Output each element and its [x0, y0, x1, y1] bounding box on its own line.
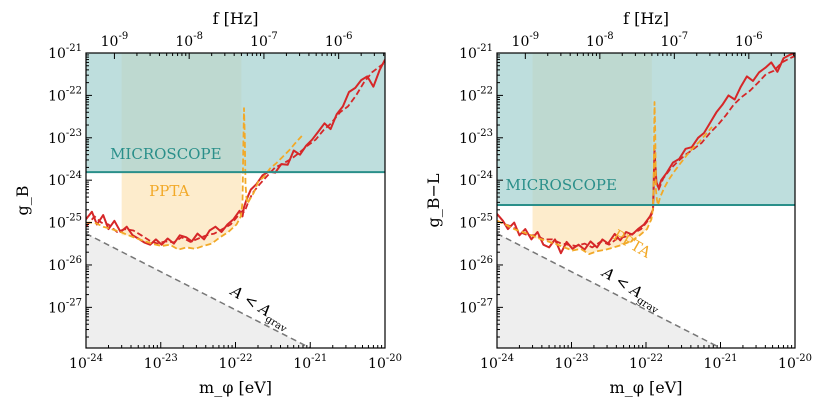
top-tick-label: 10-9 [101, 31, 129, 50]
x-axis-label: m_φ [eV] [610, 378, 683, 397]
y-tick-label: 10-21 [459, 43, 493, 62]
y-tick-label: 10-25 [48, 213, 82, 232]
x-tick-label: 10-24 [480, 353, 514, 372]
x-tick-label: 10-22 [629, 353, 663, 372]
y-tick-label: 10-21 [48, 43, 82, 62]
microscope-region [86, 53, 385, 173]
y-tick-label: 10-25 [459, 213, 493, 232]
agrav-boundary-line [86, 232, 311, 348]
y-tick-label: 10-22 [459, 85, 493, 104]
x-axis-label: m_φ [eV] [199, 378, 272, 397]
top-tick-label: 10-7 [661, 31, 689, 50]
y-tick-label: 10-23 [459, 128, 493, 147]
x-tick-label: 10-24 [69, 353, 103, 372]
x-tick-label: 10-22 [219, 353, 253, 372]
y-tick-label: 10-27 [459, 297, 493, 316]
y-axis-label: g_B−L [424, 173, 443, 227]
agrav-boundary-line [497, 232, 721, 348]
top-tick-label: 10-6 [735, 31, 763, 50]
y-axis-label: g_B [13, 186, 32, 216]
x-tick-label: 10-20 [368, 353, 402, 372]
microscope-label: MICROSCOPE [505, 176, 616, 194]
top-tick-label: 10-8 [586, 31, 614, 50]
plot-area [497, 53, 795, 348]
y-tick-label: 10-26 [459, 255, 493, 274]
y-tick-label: 10-22 [48, 85, 82, 104]
top-axis-label: f [Hz] [213, 9, 259, 28]
y-tick-label: 10-24 [459, 170, 493, 189]
microscope-label: MICROSCOPE [110, 145, 221, 163]
y-tick-label: 10-24 [48, 170, 82, 189]
ppta-label: PPTA [149, 182, 189, 200]
top-tick-label: 10-9 [512, 31, 540, 50]
series-ppta-line [497, 101, 713, 255]
top-tick-label: 10-8 [175, 31, 203, 50]
series-ppta-line [86, 107, 303, 251]
x-tick-label: 10-23 [144, 353, 178, 372]
series-dashed-line [86, 61, 385, 245]
y-tick-label: 10-27 [48, 297, 82, 316]
y-tick-label: 10-26 [48, 255, 82, 274]
top-tick-label: 10-6 [325, 31, 353, 50]
top-axis-label: f [Hz] [623, 9, 669, 28]
series-dashed-line [497, 55, 795, 249]
plot-area [86, 53, 385, 348]
x-tick-label: 10-21 [704, 353, 738, 372]
x-tick-label: 10-23 [555, 353, 589, 372]
top-tick-label: 10-7 [250, 31, 278, 50]
x-tick-label: 10-21 [293, 353, 327, 372]
x-tick-label: 10-20 [778, 353, 812, 372]
y-tick-label: 10-23 [48, 128, 82, 147]
